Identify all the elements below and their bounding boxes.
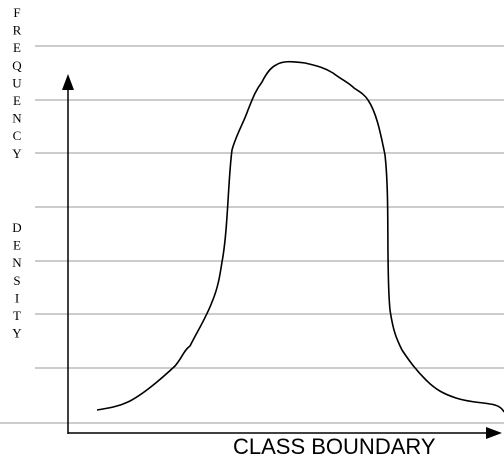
- y-axis-label-letter: Q: [12, 58, 22, 73]
- y-axis-label-letter: Y: [12, 146, 22, 161]
- y-axis-label-letter: N: [12, 111, 22, 126]
- y-axis-label-letter: R: [13, 23, 22, 38]
- y-axis-label-letter: Y: [12, 326, 22, 341]
- y-axis-label-letter: F: [13, 5, 20, 20]
- x-axis-label: CLASS BOUNDARY: [233, 434, 436, 459]
- y-axis-arrow: [62, 74, 74, 90]
- frequency-curve: [96, 60, 504, 413]
- y-axis-label-letter: C: [13, 128, 22, 143]
- y-axis-label-letter: N: [12, 255, 22, 270]
- y-axis-label-letter: T: [13, 308, 21, 323]
- y-axis-label-letter: I: [15, 290, 19, 305]
- y-axis-label-letter: E: [13, 40, 21, 55]
- y-axis-label-letter: D: [12, 220, 21, 235]
- x-axis-arrow: [486, 427, 502, 439]
- y-axis-label-letter: E: [13, 93, 21, 108]
- ruled-lines: [0, 45, 504, 424]
- y-axis-label-letter: E: [13, 238, 21, 253]
- y-axis-label-letter: S: [13, 273, 20, 288]
- y-axis-label-letter: U: [12, 75, 22, 90]
